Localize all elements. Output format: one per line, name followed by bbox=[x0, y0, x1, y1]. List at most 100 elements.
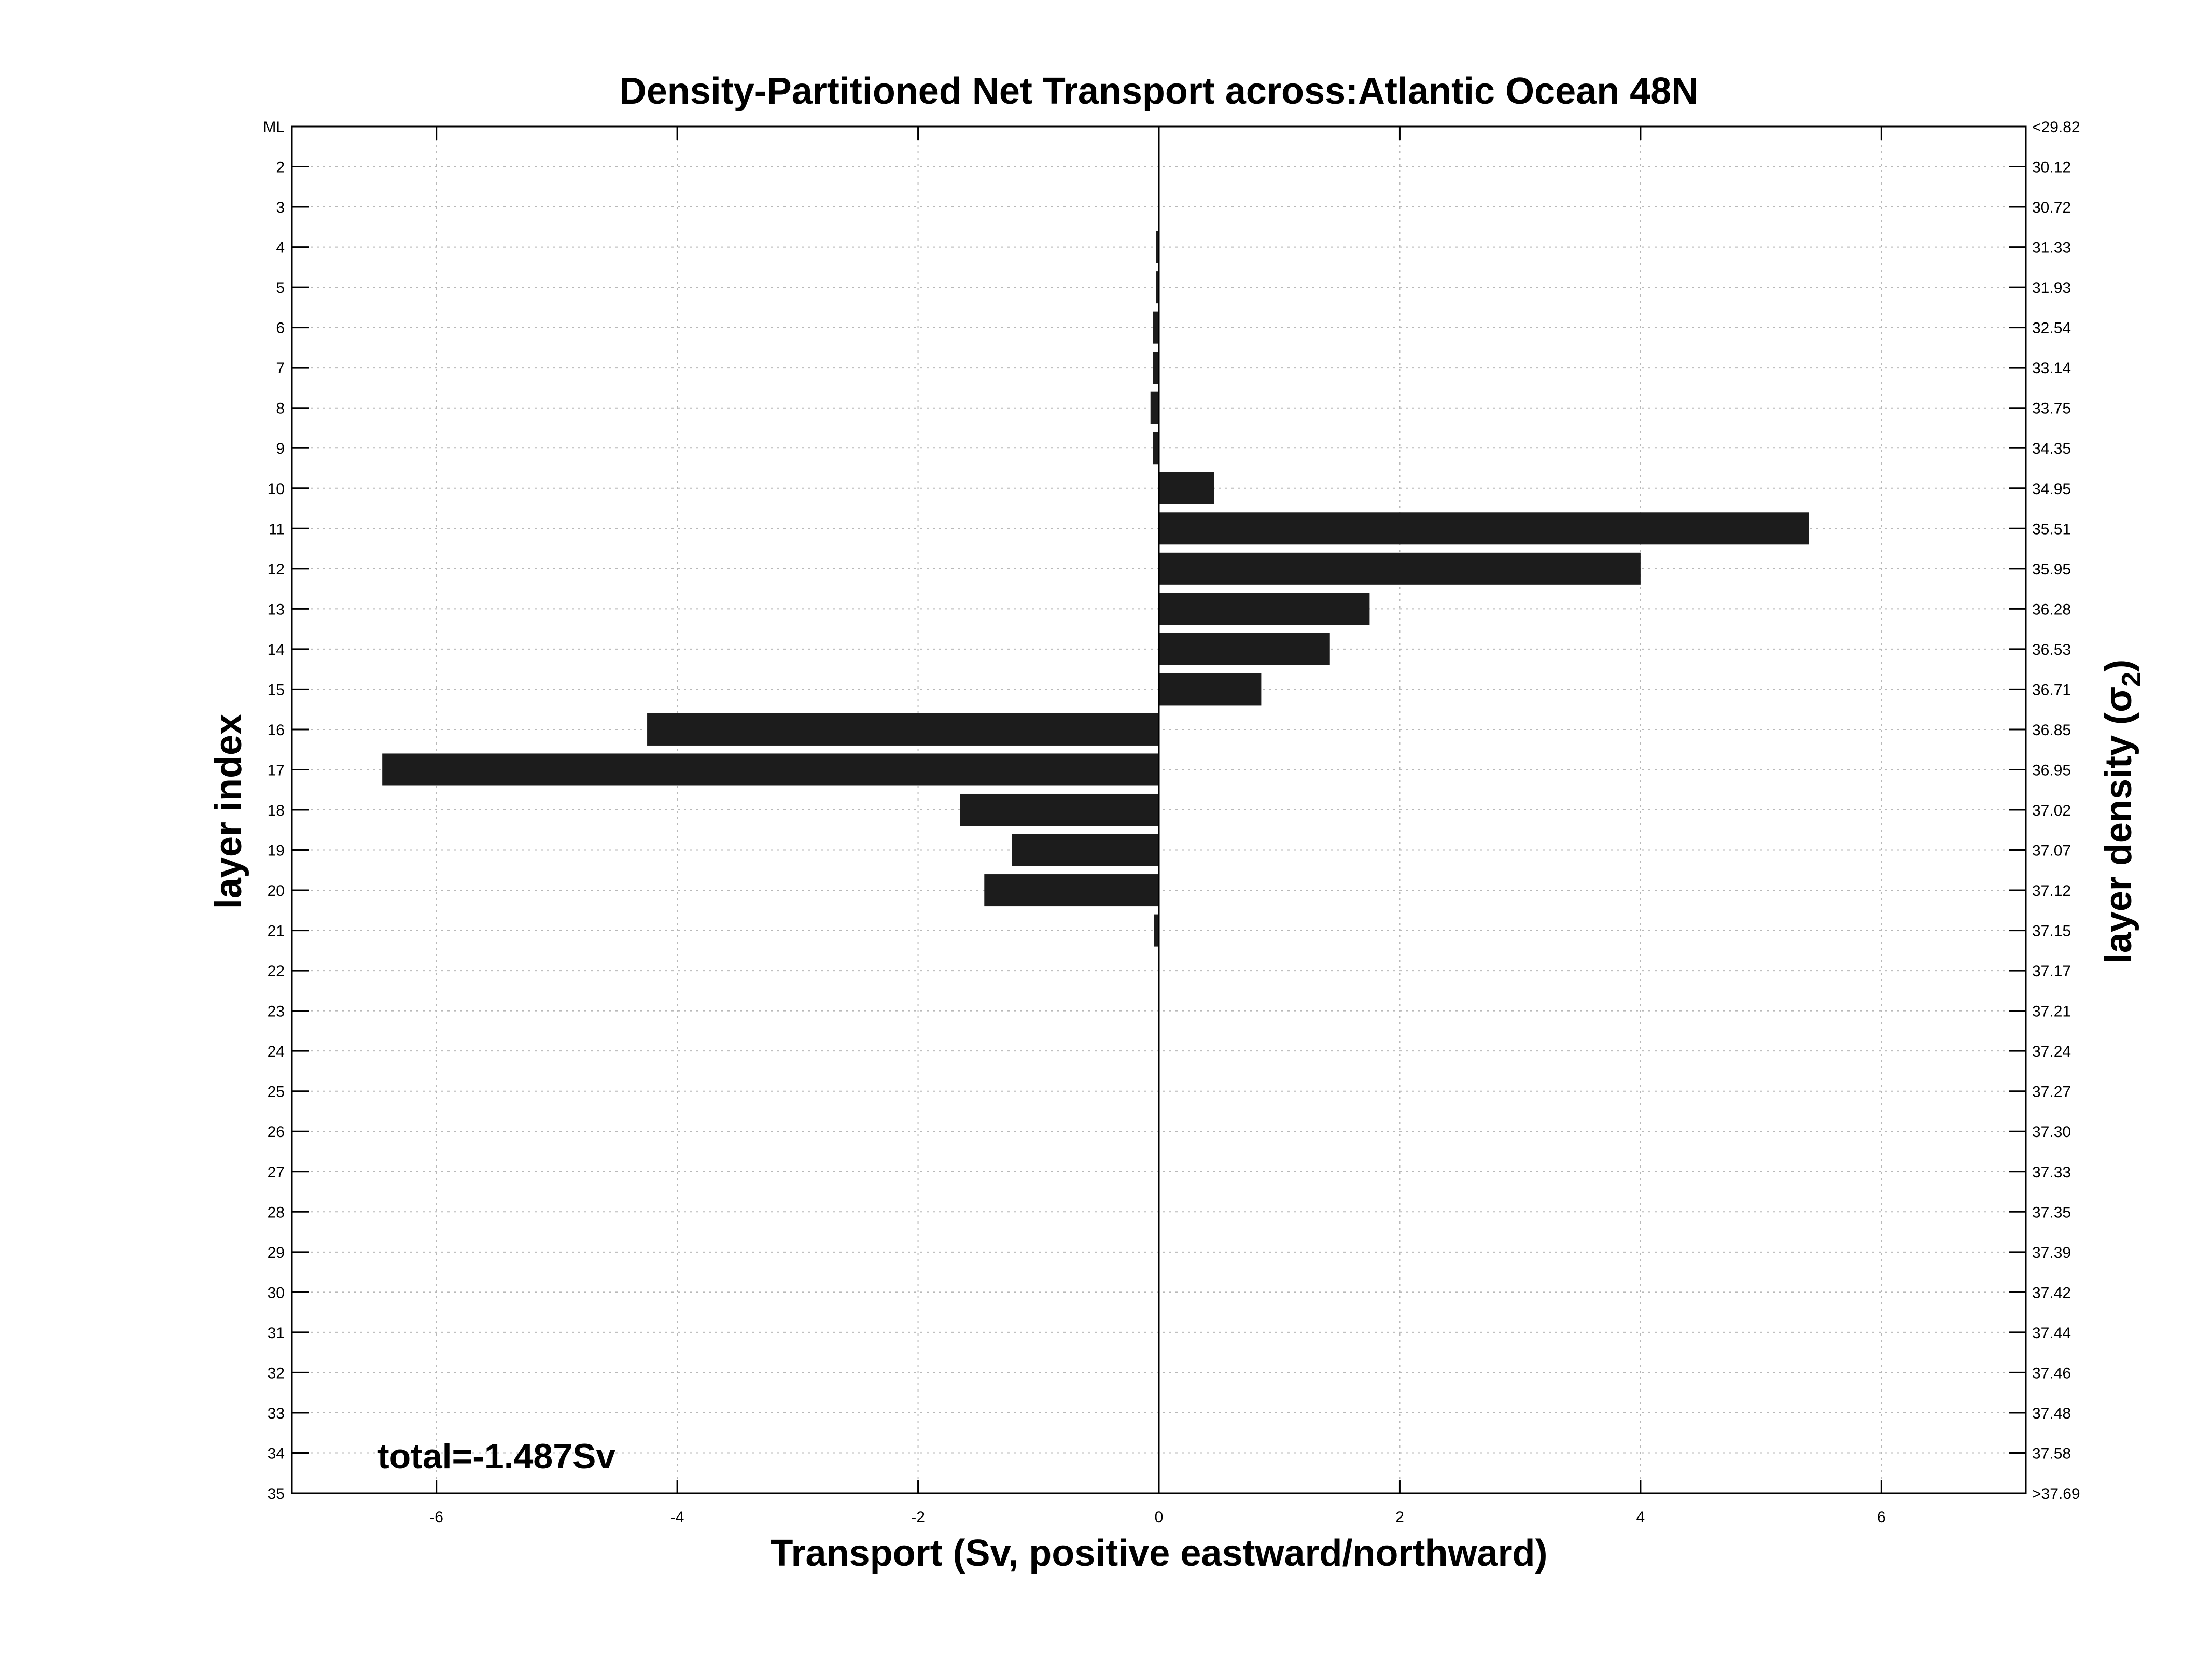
layer-index-label: 4 bbox=[276, 240, 285, 257]
layer-density-label: 35.95 bbox=[2032, 561, 2071, 578]
layer-index-label: 34 bbox=[268, 1445, 285, 1462]
x-tick-label: 0 bbox=[1155, 1509, 1164, 1526]
transport-bar bbox=[1012, 834, 1159, 866]
transport-bar bbox=[1156, 271, 1159, 304]
layer-density-label: 30.12 bbox=[2032, 159, 2071, 176]
layer-index-label: ML bbox=[263, 119, 285, 136]
layer-density-label: 37.33 bbox=[2032, 1164, 2071, 1181]
layer-index-label: 12 bbox=[268, 561, 285, 578]
layer-index-label: 13 bbox=[268, 601, 285, 618]
layer-index-label: 22 bbox=[268, 963, 285, 980]
layer-index-label: 30 bbox=[268, 1284, 285, 1301]
layer-density-label: 37.17 bbox=[2032, 963, 2071, 980]
y-axis-label-right-close: ) bbox=[2098, 659, 2139, 672]
tick-marks bbox=[292, 125, 2026, 1494]
layer-density-label: 37.12 bbox=[2032, 882, 2071, 900]
layer-density-label: 37.39 bbox=[2032, 1244, 2071, 1261]
layer-index-label: 11 bbox=[269, 521, 285, 538]
layer-index-label: 6 bbox=[276, 320, 285, 337]
transport-bar bbox=[960, 793, 1159, 826]
transport-bar bbox=[1159, 552, 1641, 585]
layer-density-label: >37.69 bbox=[2032, 1485, 2080, 1502]
layer-density-label: 37.35 bbox=[2032, 1204, 2071, 1221]
sigma-symbol: σ bbox=[2098, 687, 2139, 712]
layer-index-label: 17 bbox=[268, 762, 285, 779]
layer-index-label: 31 bbox=[268, 1325, 285, 1342]
transport-bar bbox=[1159, 633, 1330, 665]
x-tick-label: 4 bbox=[1636, 1509, 1645, 1526]
layer-index-label: 25 bbox=[268, 1084, 285, 1101]
layer-index-label: 21 bbox=[268, 923, 285, 940]
layer-index-label: 2 bbox=[276, 159, 285, 176]
layer-index-label: 24 bbox=[268, 1043, 285, 1060]
layer-index-label: 3 bbox=[276, 199, 285, 216]
layer-density-label: 37.24 bbox=[2032, 1043, 2071, 1060]
transport-bar bbox=[1159, 593, 1370, 625]
layer-density-label: 31.33 bbox=[2032, 240, 2071, 257]
layer-index-label: 26 bbox=[268, 1124, 285, 1141]
layer-density-label: 35.51 bbox=[2032, 521, 2071, 538]
layer-density-label: <29.82 bbox=[2032, 119, 2080, 136]
layer-density-label: 31.93 bbox=[2032, 279, 2071, 297]
x-axis-label: Transport (Sv, positive eastward/northwa… bbox=[771, 1533, 1548, 1574]
layer-density-label: 34.95 bbox=[2032, 481, 2071, 498]
sigma-subscript: 2 bbox=[2117, 672, 2147, 687]
x-tick-label: -6 bbox=[429, 1509, 443, 1526]
layer-index-label: 29 bbox=[268, 1244, 285, 1261]
x-tick-label: -4 bbox=[670, 1509, 684, 1526]
layer-density-label: 37.15 bbox=[2032, 923, 2071, 940]
layer-index-label: 8 bbox=[276, 400, 285, 417]
layer-density-label: 32.54 bbox=[2032, 320, 2071, 337]
layer-density-label: 33.75 bbox=[2032, 400, 2071, 417]
x-tick-label: -2 bbox=[911, 1509, 925, 1526]
layer-density-label: 37.58 bbox=[2032, 1445, 2071, 1462]
transport-bar bbox=[1154, 914, 1159, 947]
layer-density-label: 36.95 bbox=[2032, 762, 2071, 779]
transport-bar bbox=[647, 713, 1159, 746]
transport-bar bbox=[1156, 231, 1159, 263]
layer-density-label: 34.35 bbox=[2032, 440, 2071, 457]
layer-density-label: 37.07 bbox=[2032, 842, 2071, 860]
transport-bar bbox=[1159, 512, 1809, 545]
layer-index-label: 28 bbox=[268, 1204, 285, 1221]
x-tick-label: 6 bbox=[1877, 1509, 1886, 1526]
layer-index-label: 18 bbox=[268, 802, 285, 819]
layer-index-label: 16 bbox=[268, 722, 285, 739]
transport-bar bbox=[1153, 432, 1159, 465]
layer-index-label: 10 bbox=[268, 481, 285, 498]
bars bbox=[382, 231, 1809, 947]
layer-index-label: 9 bbox=[276, 440, 285, 457]
layer-index-label: 7 bbox=[276, 360, 285, 377]
x-tick-label: 2 bbox=[1395, 1509, 1404, 1526]
layer-density-label: 37.21 bbox=[2032, 1003, 2071, 1020]
layer-density-label: 37.48 bbox=[2032, 1405, 2071, 1422]
layer-density-label: 37.44 bbox=[2032, 1325, 2071, 1342]
layer-density-label: 36.85 bbox=[2032, 722, 2071, 739]
layer-index-label: 15 bbox=[268, 681, 285, 698]
y-axis-label-right: layer density (σ2) bbox=[2098, 659, 2147, 963]
layer-density-label: 37.30 bbox=[2032, 1124, 2071, 1141]
chart-title: Density-Partitioned Net Transport across… bbox=[620, 71, 1699, 112]
layer-density-label: 36.28 bbox=[2032, 601, 2071, 618]
layer-index-label: 14 bbox=[268, 641, 285, 658]
transport-bar bbox=[1159, 673, 1262, 706]
layer-index-label: 33 bbox=[268, 1405, 285, 1422]
tick-labels: -6 -4 -2 0 2 4 6ML <29.822 30.123 30.724 31.335 31.… bbox=[263, 119, 2080, 1526]
transport-bar bbox=[1153, 352, 1159, 384]
layer-density-label: 37.46 bbox=[2032, 1365, 2071, 1382]
layer-index-label: 27 bbox=[268, 1164, 285, 1181]
layer-density-label: 36.71 bbox=[2032, 681, 2071, 698]
y-axis-label-right-text: layer density ( bbox=[2098, 712, 2139, 963]
transport-bar bbox=[382, 753, 1159, 786]
transport-bar bbox=[1153, 311, 1159, 344]
transport-bar bbox=[1150, 391, 1159, 424]
transport-bar bbox=[984, 874, 1159, 907]
layer-density-label: 36.53 bbox=[2032, 641, 2071, 658]
layer-index-label: 32 bbox=[268, 1365, 285, 1382]
layer-index-label: 19 bbox=[268, 842, 285, 860]
layer-density-label: 37.02 bbox=[2032, 802, 2071, 819]
total-annotation: total=-1.487Sv bbox=[377, 1437, 615, 1476]
layer-index-label: 23 bbox=[268, 1003, 285, 1020]
y-axis-label-left: layer index bbox=[208, 714, 249, 909]
